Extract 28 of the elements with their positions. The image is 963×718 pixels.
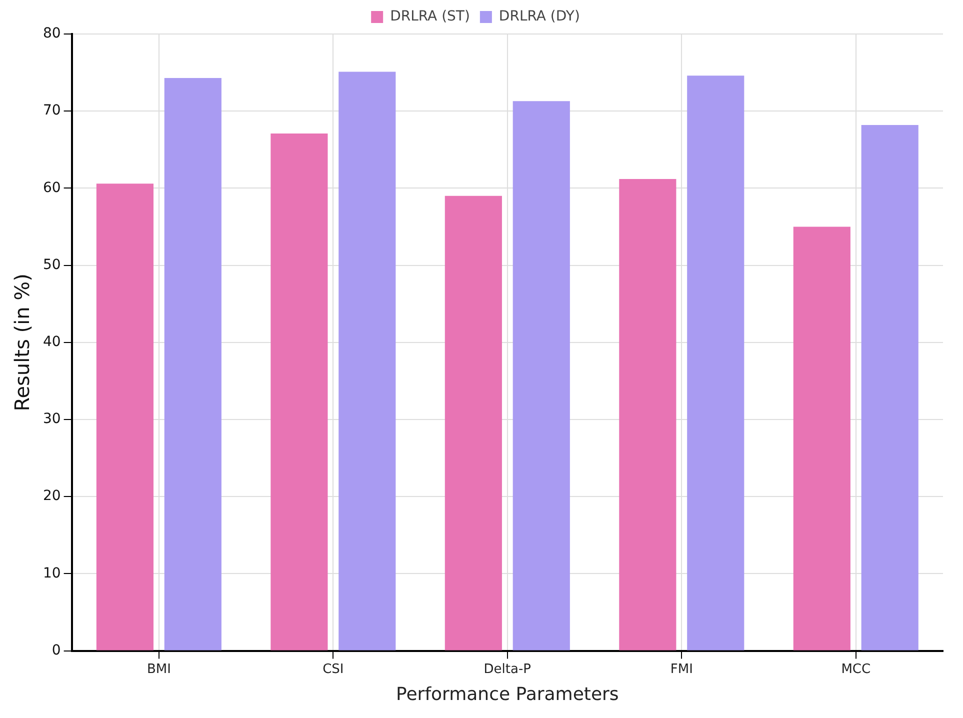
bar [861, 124, 918, 650]
x-tick-label: FMI [670, 662, 693, 677]
y-tick-label: 70 [42, 102, 61, 119]
bar [164, 78, 222, 650]
y-axis-title: Results (in %) [10, 274, 34, 412]
y-tick-label: 20 [42, 488, 61, 504]
bar [96, 184, 154, 650]
y-tick-label: 0 [52, 642, 61, 658]
bar [444, 196, 502, 650]
bar [338, 72, 396, 650]
bar [512, 101, 570, 650]
y-tick-label: 60 [42, 180, 61, 196]
x-tick-label: BMI [146, 662, 171, 677]
y-tick-label: 40 [42, 334, 61, 350]
y-tick-label: 10 [42, 565, 61, 582]
x-axis-title: Performance Parameters [396, 684, 619, 705]
y-tick-label: 50 [42, 256, 61, 273]
legend-label: DRLRA (DY) [498, 8, 580, 25]
bar [687, 76, 744, 650]
bar [793, 226, 850, 650]
bar [270, 133, 328, 650]
y-tick-label: 30 [42, 411, 61, 428]
x-tick-label: Delta-P [484, 662, 532, 677]
bar [619, 178, 676, 650]
x-tick-label: MCC [841, 662, 871, 677]
legend-label: DRLRA (ST) [390, 8, 470, 25]
y-tick-label: 80 [42, 26, 61, 42]
x-tick-label: CSI [322, 662, 344, 677]
